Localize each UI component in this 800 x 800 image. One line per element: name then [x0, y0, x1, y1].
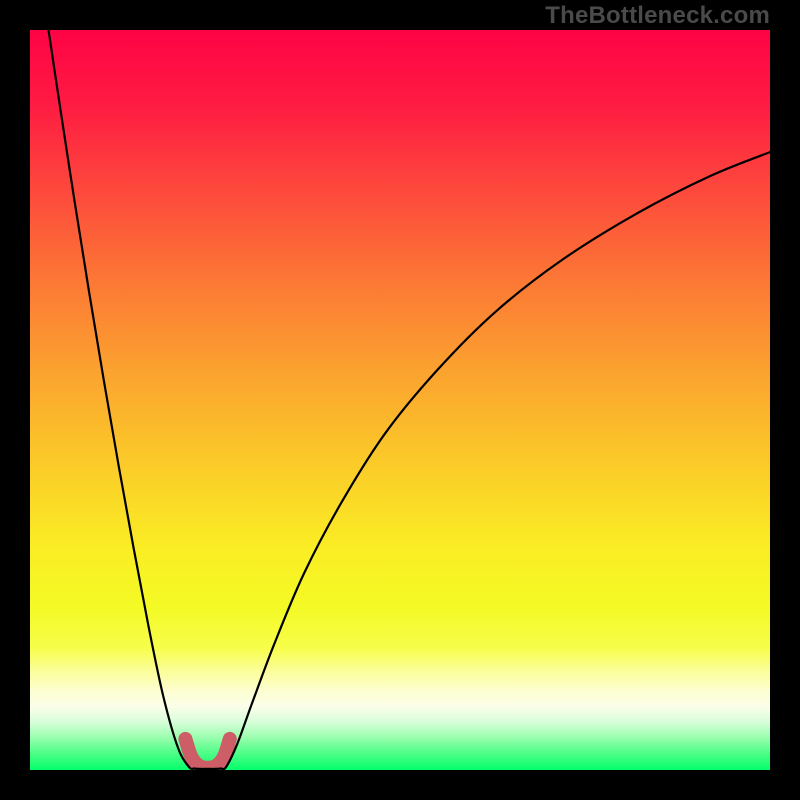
- background-gradient: [30, 30, 770, 770]
- plot-area: [30, 30, 770, 770]
- stage: TheBottleneck.com: [0, 0, 800, 800]
- watermark-text: TheBottleneck.com: [545, 2, 770, 30]
